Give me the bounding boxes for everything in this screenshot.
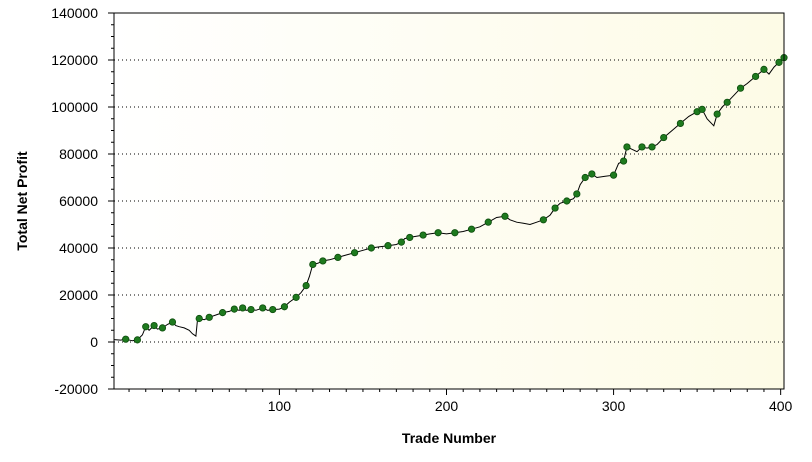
data-point [205,313,213,321]
data-point [501,212,509,220]
data-point [384,242,392,250]
data-point [573,190,581,198]
data-point [467,225,476,233]
data-point [133,336,141,344]
x-axis-label: Trade Number [402,430,497,446]
x-axis: 100 200 300 400 [128,389,793,414]
data-point [736,84,745,92]
data-point [775,58,783,66]
x-tick-label: 400 [769,398,793,414]
data-point [259,304,267,312]
data-point [638,143,646,151]
data-point [302,281,310,290]
data-point [451,229,459,237]
data-point [723,98,731,106]
data-point [219,309,227,317]
data-point [319,257,327,265]
y-axis: -20000 0 20000 40000 60000 80000 100000 120000 1… [51,5,114,397]
y-tick-label: 40000 [59,240,98,256]
data-point [292,293,300,301]
data-point [158,324,167,332]
data-point [419,231,427,239]
y-axis-label: Total Net Profit [14,151,30,251]
data-point [247,305,255,314]
data-point [397,238,405,246]
data-point [239,304,247,312]
y-tick-label: 80000 [59,146,98,162]
data-point [563,197,571,205]
data-point [434,229,442,237]
data-point [539,216,548,224]
data-point [588,170,596,178]
y-tick-label: 120000 [51,52,98,68]
x-tick-label: 300 [602,398,626,414]
data-point [581,173,589,182]
data-point [660,133,668,142]
y-tick-label: 100000 [51,99,98,115]
y-tick-label: -20000 [54,381,98,397]
data-point [309,260,317,269]
trade-markers [122,54,788,344]
data-point [269,305,277,314]
data-point [713,110,721,118]
data-point [367,244,375,252]
data-point [751,72,760,81]
data-point [760,65,768,74]
data-point [484,218,492,226]
data-point [551,204,559,212]
x-tick-label: 100 [268,398,292,414]
data-point [230,305,238,313]
data-point [280,303,289,311]
y-tick-label: 60000 [59,193,98,209]
data-point [698,105,706,113]
data-point [623,143,631,151]
data-point [406,233,414,242]
data-point [122,335,130,343]
data-point [648,143,656,151]
data-point [676,119,685,128]
x-tick-label: 200 [435,398,459,414]
data-point [142,323,150,331]
plot-background [114,13,784,389]
y-tick-label: 20000 [59,287,98,303]
y-tick-label: 0 [90,334,98,350]
data-point [620,157,628,165]
data-point [334,253,342,261]
data-point [350,249,359,257]
data-point [150,321,158,330]
data-point [195,314,203,323]
data-point [168,318,177,326]
y-tick-label: 140000 [51,5,98,21]
data-point [609,171,618,179]
